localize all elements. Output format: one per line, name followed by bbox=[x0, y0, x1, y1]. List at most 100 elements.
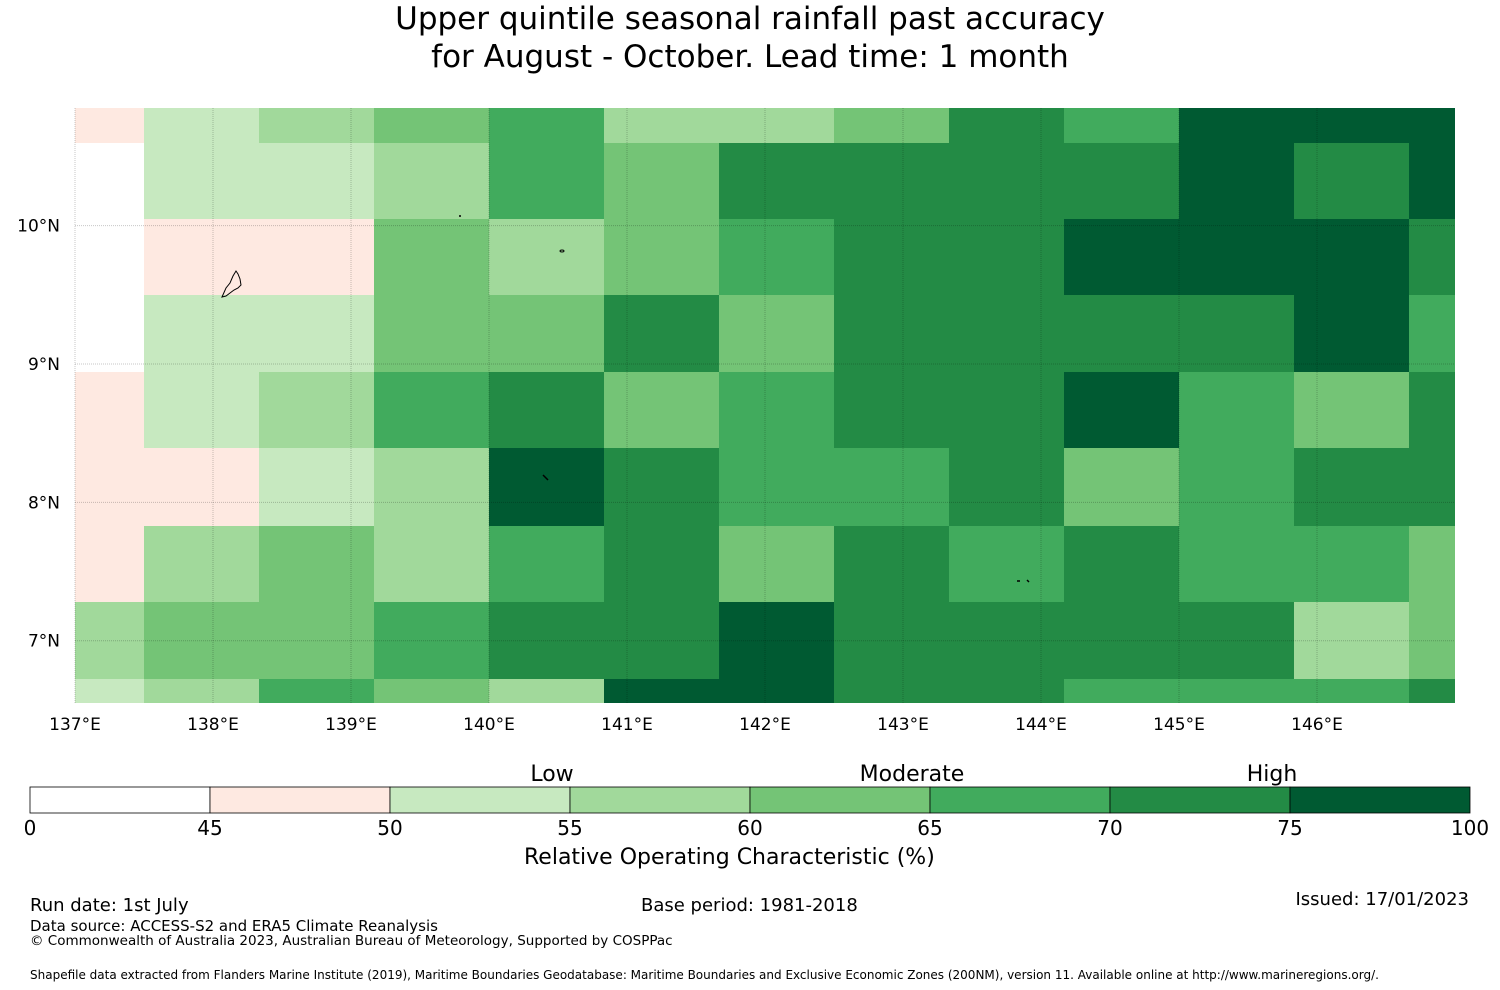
grid-cell bbox=[1409, 108, 1455, 143]
grid-cell bbox=[1064, 219, 1179, 295]
grid-cell bbox=[949, 219, 1064, 295]
grid-cell bbox=[374, 219, 489, 295]
graticule bbox=[74, 108, 1455, 703]
colorbar-tick-label: 55 bbox=[557, 816, 582, 840]
island-ngulu bbox=[459, 215, 461, 217]
grid-cell bbox=[1064, 108, 1179, 143]
grid-cell bbox=[719, 108, 834, 143]
grid-cell bbox=[489, 679, 604, 703]
grid-cell bbox=[75, 219, 144, 295]
colorbar-category-label: Low bbox=[530, 762, 573, 787]
island-woleai bbox=[542, 474, 549, 481]
colorbar-segment bbox=[209, 786, 391, 814]
grid-cell bbox=[1409, 679, 1455, 703]
longitude-label: 137°E bbox=[49, 715, 101, 735]
grid-cell bbox=[1409, 219, 1455, 295]
grid-cell bbox=[1064, 372, 1179, 448]
colorbar-tick-label: 100 bbox=[1451, 816, 1489, 840]
copyright: © Commonwealth of Australia 2023, Austra… bbox=[30, 933, 673, 949]
island-yap bbox=[221, 270, 242, 298]
grid-cell bbox=[374, 448, 489, 526]
grid-cell bbox=[1064, 448, 1179, 526]
colorbar-tick-label: 60 bbox=[737, 816, 762, 840]
grid-cell bbox=[604, 679, 719, 703]
colorbar-tick-label: 70 bbox=[1097, 816, 1122, 840]
grid-cell bbox=[374, 526, 489, 602]
grid-cell bbox=[834, 526, 949, 602]
grid-cell bbox=[604, 372, 719, 448]
colorbar-segment bbox=[749, 786, 931, 814]
latitude-label: 7°N bbox=[28, 632, 60, 652]
grid-cell bbox=[489, 372, 604, 448]
grid-cell bbox=[604, 143, 719, 219]
grid-cell bbox=[834, 108, 949, 143]
grid-cell bbox=[1179, 679, 1294, 703]
grid-cell bbox=[949, 108, 1064, 143]
island-lamotrek bbox=[1017, 579, 1030, 583]
colorbar-tick-label: 0 bbox=[24, 816, 37, 840]
colorbar-segment bbox=[929, 786, 1111, 814]
grid-cell bbox=[75, 448, 144, 526]
grid-cell bbox=[949, 602, 1064, 679]
grid-cells bbox=[75, 108, 1455, 703]
grid-cell bbox=[144, 372, 259, 448]
grid-cell bbox=[489, 143, 604, 219]
grid-cell bbox=[1064, 526, 1179, 602]
grid-cell bbox=[259, 143, 374, 219]
grid-cell bbox=[374, 372, 489, 448]
grid-cell bbox=[259, 295, 374, 372]
grid-cell bbox=[1179, 526, 1294, 602]
grid-cell bbox=[1179, 108, 1294, 143]
grid-cell bbox=[719, 526, 834, 602]
colorbar-segment bbox=[569, 786, 751, 814]
grid-cell bbox=[144, 219, 259, 295]
grid-cell bbox=[949, 448, 1064, 526]
grid-cell bbox=[1179, 448, 1294, 526]
grid-cell bbox=[144, 602, 259, 679]
latitude-label: 10°N bbox=[17, 217, 60, 237]
colorbar-tick-label: 65 bbox=[917, 816, 942, 840]
grid-cell bbox=[374, 602, 489, 679]
grid-cell bbox=[75, 372, 144, 448]
grid-cell bbox=[1179, 219, 1294, 295]
grid-cell bbox=[144, 679, 259, 703]
grid-cell bbox=[834, 448, 949, 526]
grid-cell bbox=[834, 372, 949, 448]
grid-cell bbox=[1179, 295, 1294, 372]
colorbar-label: Relative Operating Characteristic (%) bbox=[524, 845, 935, 870]
grid-cell bbox=[489, 108, 604, 143]
grid-cell bbox=[1294, 143, 1409, 219]
grid-cell bbox=[75, 602, 144, 679]
base-period: Base period: 1981-2018 bbox=[641, 895, 858, 916]
grid-cell bbox=[259, 448, 374, 526]
grid-cell bbox=[1294, 448, 1409, 526]
grid-cell bbox=[374, 108, 489, 143]
longitude-label: 141°E bbox=[601, 715, 653, 735]
grid-cell bbox=[144, 108, 259, 143]
longitude-label: 139°E bbox=[325, 715, 377, 735]
grid-cell bbox=[719, 679, 834, 703]
longitude-label: 144°E bbox=[1015, 715, 1067, 735]
grid-cell bbox=[834, 602, 949, 679]
grid-cell bbox=[949, 372, 1064, 448]
grid-cell bbox=[374, 143, 489, 219]
grid-cell bbox=[1294, 219, 1409, 295]
grid-cell bbox=[1294, 679, 1409, 703]
grid-cell bbox=[719, 295, 834, 372]
grid-cell bbox=[834, 143, 949, 219]
grid-cell bbox=[489, 448, 604, 526]
grid-cell bbox=[1294, 602, 1409, 679]
latitude-label: 8°N bbox=[28, 493, 60, 513]
grid-cell bbox=[719, 219, 834, 295]
grid-cell bbox=[604, 602, 719, 679]
longitude-label: 146°E bbox=[1291, 715, 1343, 735]
grid-cell bbox=[489, 526, 604, 602]
shapefile-credit: Shapefile data extracted from Flanders M… bbox=[30, 968, 1379, 982]
latitude-labels: 10°N 9°N 8°N 7°N bbox=[17, 217, 60, 652]
longitude-label: 142°E bbox=[739, 715, 791, 735]
grid-cell bbox=[75, 526, 144, 602]
grid-cell bbox=[1064, 679, 1179, 703]
island-outlines bbox=[221, 215, 1030, 583]
grid-cell bbox=[604, 295, 719, 372]
